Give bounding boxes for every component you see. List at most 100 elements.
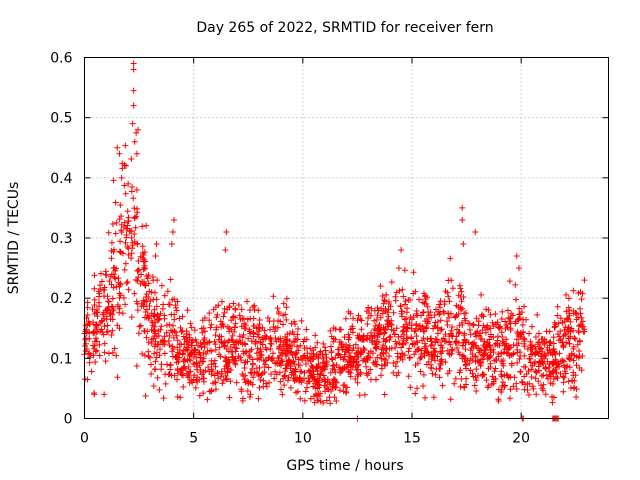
data-point [85,318,92,325]
data-point [373,344,380,351]
data-point [467,331,474,338]
data-point [108,331,115,338]
data-point [246,352,253,359]
data-point [131,230,138,237]
data-point [279,358,286,365]
data-point-peak [118,174,125,181]
data-point [241,365,248,372]
data-point [344,364,351,371]
data-point [187,368,194,375]
data-point [124,225,131,232]
data-point [305,367,312,374]
data-point [445,293,452,300]
data-point [518,378,525,385]
data-point [403,309,410,316]
data-point [369,335,376,342]
data-point [496,324,503,331]
data-point-peak [171,216,178,223]
data-point [153,333,160,340]
data-point [394,358,401,365]
data-point [177,324,184,331]
data-point [245,335,252,342]
data-point [246,328,253,335]
data-point-peak [550,394,557,401]
data-point [291,338,298,345]
data-point [572,335,579,342]
data-point [262,332,269,339]
data-point [436,374,443,381]
x-tick-label: 10 [294,431,312,447]
data-point [399,351,406,358]
data-point [171,311,178,318]
data-point [143,306,150,313]
data-point [383,345,390,352]
data-point [161,333,168,340]
data-point [398,344,405,351]
data-point [91,301,98,308]
data-point [183,339,190,346]
data-point [174,298,181,305]
data-point [554,361,561,368]
axis-ticks [84,57,609,419]
data-point [91,272,98,279]
data-point [124,278,131,285]
data-point [424,336,431,343]
data-point [140,266,147,273]
data-point [407,296,414,303]
data-point [514,346,521,353]
data-point [374,361,381,368]
data-point [221,343,228,350]
data-point [573,386,580,393]
data-point [461,315,468,322]
data-point [371,326,378,333]
data-point [535,330,542,337]
data-point [442,288,449,295]
data-point [140,251,147,258]
data-point [227,366,234,373]
data-point [156,346,163,353]
data-point [167,361,174,368]
data-point [157,326,164,333]
data-point [470,322,477,329]
data-point-peak [223,228,230,235]
data-point [352,364,359,371]
data-point [251,322,258,329]
data-point [198,325,205,332]
data-point [393,289,400,296]
data-point [147,297,154,304]
data-point [230,300,237,307]
data-point [430,394,437,401]
data-point [374,325,381,332]
data-point [354,379,361,386]
data-point [93,338,100,345]
data-point [432,349,439,356]
data-point [381,296,388,303]
data-point [403,335,410,342]
data-point [124,208,131,215]
data-point [345,346,352,353]
data-point [399,286,406,293]
data-point [320,340,327,347]
data-point [283,295,290,302]
data-point [208,321,215,328]
data-point [275,355,282,362]
data-point [547,338,554,345]
data-point [283,342,290,349]
data-point [570,343,577,350]
data-point [364,355,371,362]
data-point [444,318,451,325]
data-point [104,293,111,300]
data-point [495,351,502,358]
data-point [278,362,285,369]
data-point [98,270,105,277]
data-point [348,362,355,369]
data-point [406,354,413,361]
data-point [255,324,262,331]
data-point [218,370,225,377]
data-point [417,354,424,361]
data-point [133,363,140,370]
data-point [449,324,456,331]
data-point [570,310,577,317]
chart-title: Day 265 of 2022, SRMTID for receiver fer… [196,20,493,36]
data-point [371,317,378,324]
